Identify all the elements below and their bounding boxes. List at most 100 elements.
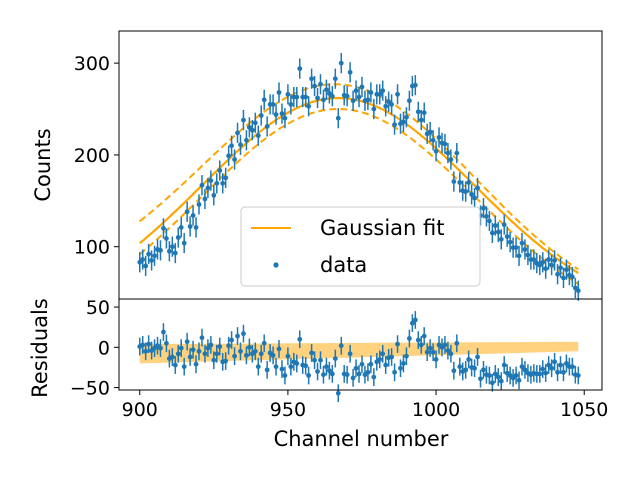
residual-point xyxy=(285,353,291,359)
legend-box xyxy=(240,206,481,287)
data-point xyxy=(350,98,356,104)
residual-point xyxy=(338,343,344,349)
residual-point xyxy=(543,370,549,376)
axes-frames xyxy=(118,30,603,391)
residual-point xyxy=(418,342,424,348)
residual-point xyxy=(466,356,472,362)
residual-point xyxy=(350,375,356,381)
residual-point xyxy=(309,350,315,356)
data-point xyxy=(238,142,243,148)
residual-point xyxy=(427,345,433,351)
residual-point xyxy=(401,361,406,366)
data-point xyxy=(332,76,338,82)
data-point xyxy=(448,157,454,162)
bottom-axes-frame xyxy=(118,298,603,391)
residual-point xyxy=(172,362,178,368)
residual-point xyxy=(229,337,235,343)
residual-point xyxy=(273,364,279,370)
data-point xyxy=(412,82,418,88)
residual-point xyxy=(412,317,418,323)
data-point xyxy=(140,257,146,262)
legend-data-label: data xyxy=(320,253,367,277)
residual-point xyxy=(199,335,205,341)
residual-point xyxy=(489,380,495,386)
residual-point xyxy=(398,365,403,371)
residual-point xyxy=(190,347,196,353)
residual-point xyxy=(486,373,492,378)
data-point xyxy=(481,205,486,211)
data-point xyxy=(178,225,184,230)
data-point xyxy=(558,265,563,271)
data-point xyxy=(389,102,395,107)
data-point xyxy=(146,251,152,257)
residual-point xyxy=(306,373,312,378)
residual-point xyxy=(315,369,320,374)
top-y-tick-label: 100 xyxy=(74,237,110,259)
residual-point xyxy=(244,352,249,358)
data-point xyxy=(531,257,537,262)
residual-point xyxy=(392,369,397,375)
residual-point xyxy=(324,364,329,370)
data-point xyxy=(214,180,220,186)
data-point xyxy=(211,192,217,198)
data-point xyxy=(469,191,475,197)
residual-point xyxy=(208,342,214,348)
data-point xyxy=(561,275,566,281)
data-point xyxy=(463,189,469,195)
data-point xyxy=(258,113,264,118)
residual-point xyxy=(184,339,190,345)
data-point xyxy=(365,97,371,103)
residual-point xyxy=(241,331,246,337)
residual-point xyxy=(226,343,232,349)
data-point xyxy=(433,148,439,154)
data-point xyxy=(575,288,581,294)
data-point xyxy=(217,168,223,173)
data-point xyxy=(276,90,282,95)
residual-point xyxy=(555,369,560,375)
residual-point xyxy=(205,345,211,351)
data-point xyxy=(244,137,249,143)
residual-point xyxy=(326,368,332,374)
residual-point xyxy=(368,361,374,367)
data-point xyxy=(161,225,166,231)
data-point xyxy=(172,250,178,256)
residual-point xyxy=(498,378,504,384)
data-point xyxy=(205,185,211,191)
x-tick-label: 900 xyxy=(122,399,158,421)
data-point xyxy=(223,175,229,181)
residual-point xyxy=(270,352,276,358)
residual-points xyxy=(137,317,581,396)
top-y-axis-label: Counts xyxy=(31,128,55,201)
data-point xyxy=(492,223,498,228)
data-point xyxy=(371,106,377,112)
residual-point xyxy=(232,353,237,359)
residual-point xyxy=(395,341,400,347)
residual-point xyxy=(546,362,552,368)
data-point xyxy=(229,143,235,149)
residual-point xyxy=(158,345,163,351)
residual-point xyxy=(217,344,223,349)
top-y-tick-label: 300 xyxy=(74,53,110,75)
data-point xyxy=(335,115,341,121)
x-tick-label: 950 xyxy=(270,399,306,421)
data-point xyxy=(552,258,557,263)
data-point xyxy=(152,253,157,259)
data-point xyxy=(288,102,294,107)
residual-point xyxy=(175,351,181,357)
data-point xyxy=(395,91,400,97)
residual-point xyxy=(516,377,522,383)
data-point xyxy=(486,218,492,224)
residual-point xyxy=(258,351,264,357)
legend-data-swatch xyxy=(273,262,279,268)
data-point xyxy=(303,94,309,100)
x-tick-label: 1050 xyxy=(560,399,608,421)
data-point xyxy=(190,213,196,218)
residual-point xyxy=(329,371,335,377)
residual-point xyxy=(377,356,383,362)
residual-point xyxy=(332,356,338,361)
data-point xyxy=(475,185,480,191)
data-point xyxy=(489,230,495,236)
residual-point xyxy=(288,364,294,370)
data-point xyxy=(516,253,522,259)
bottom-y-tick-label: 0 xyxy=(98,337,110,359)
